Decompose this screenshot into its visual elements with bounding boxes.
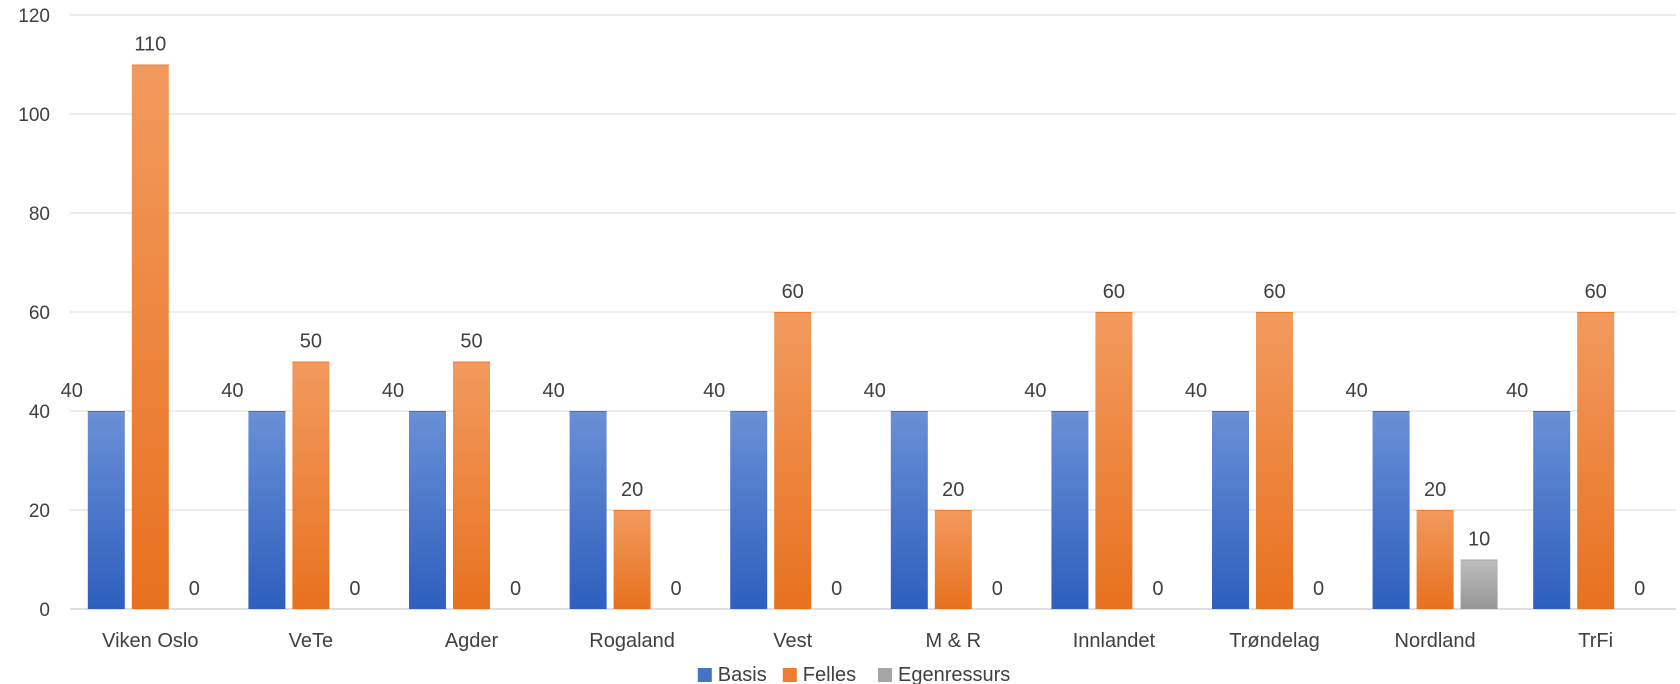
legend: Basis Felles Egenressurs xyxy=(697,664,1010,684)
bar-basis xyxy=(87,411,125,609)
legend-swatch xyxy=(878,668,892,682)
data-label: 0 xyxy=(1313,578,1324,600)
bar-basis xyxy=(569,411,607,609)
x-axis: Viken Oslo VeTe Agder Rogaland Vest M & R Innl… xyxy=(102,630,1613,652)
bar-basis xyxy=(730,411,768,609)
data-label: 40 xyxy=(221,380,243,402)
data-label: 20 xyxy=(1424,479,1446,501)
bar-felles xyxy=(934,510,972,609)
bar-felles xyxy=(1256,312,1293,609)
y-tick-label: 20 xyxy=(29,501,50,522)
x-tick-label: M & R xyxy=(926,630,982,652)
x-tick-label: TrFi xyxy=(1578,630,1613,652)
y-tick-label: 120 xyxy=(18,6,50,27)
bar-felles xyxy=(453,361,490,609)
data-label: 60 xyxy=(1585,281,1607,303)
data-label: 40 xyxy=(1024,380,1046,402)
data-label: 20 xyxy=(942,479,964,501)
data-label: 60 xyxy=(782,281,804,303)
legend-label: Felles xyxy=(803,664,856,684)
data-label: 40 xyxy=(61,380,83,402)
x-tick-label: VeTe xyxy=(289,630,333,652)
y-tick-label: 0 xyxy=(39,600,50,621)
data-label: 10 xyxy=(1468,529,1490,551)
gridlines xyxy=(70,14,1676,610)
bar-basis xyxy=(1372,411,1410,609)
bar-felles xyxy=(292,361,330,609)
legend-swatch xyxy=(697,668,712,682)
y-tick-label: 40 xyxy=(29,402,50,423)
data-label: 0 xyxy=(992,578,1003,600)
data-label: 60 xyxy=(1103,281,1125,303)
bar-felles xyxy=(774,312,812,609)
data-label: 0 xyxy=(1152,578,1163,600)
data-label: 0 xyxy=(349,578,360,600)
bar-basis xyxy=(1051,411,1089,609)
y-tick-label: 80 xyxy=(29,204,50,225)
bar-basis xyxy=(248,411,286,609)
bar-felles xyxy=(131,64,169,609)
bar-basis xyxy=(1533,411,1571,609)
data-label: 0 xyxy=(510,578,521,600)
legend-label: Basis xyxy=(718,664,767,684)
bar-basis xyxy=(890,411,928,609)
data-label: 40 xyxy=(382,380,404,402)
data-label: 0 xyxy=(1634,578,1645,600)
data-label: 40 xyxy=(864,380,886,402)
data-label: 50 xyxy=(460,331,482,353)
data-label: 40 xyxy=(542,380,564,402)
data-label: 110 xyxy=(134,34,166,56)
bar-felles xyxy=(613,510,651,609)
y-axis: 0 20 40 60 80 100 120 xyxy=(18,6,50,621)
x-tick-label: Innlandet xyxy=(1073,630,1156,652)
bar-felles xyxy=(1095,312,1133,609)
data-label: 40 xyxy=(1185,380,1207,402)
x-tick-label: Vest xyxy=(773,630,812,652)
data-label: 40 xyxy=(703,380,725,402)
bars xyxy=(87,64,1615,609)
y-tick-label: 60 xyxy=(29,303,50,324)
data-label: 60 xyxy=(1263,281,1285,303)
data-label: 40 xyxy=(1345,380,1367,402)
x-tick-label: Trøndelag xyxy=(1229,630,1319,652)
data-label: 0 xyxy=(831,578,842,600)
x-tick-label: Rogaland xyxy=(589,630,675,652)
legend-label: Egenressurs xyxy=(898,664,1010,684)
legend-swatch xyxy=(782,668,797,682)
bar-basis xyxy=(1212,411,1249,609)
data-label: 40 xyxy=(1506,380,1528,402)
data-label: 50 xyxy=(300,331,322,353)
bar-felles xyxy=(1577,312,1615,609)
bar-basis xyxy=(409,411,446,609)
y-tick-label: 100 xyxy=(18,105,50,126)
data-labels: 40 110 0 40 50 0 40 50 0 40 20 0 40 60 0 40 20 0 40 60 0 40 60… xyxy=(61,34,1646,601)
bar-egenressurs xyxy=(1460,559,1498,609)
x-tick-label: Agder xyxy=(445,630,499,652)
data-label: 0 xyxy=(671,578,682,600)
data-label: 20 xyxy=(621,479,643,501)
x-tick-label: Viken Oslo xyxy=(102,630,198,652)
data-label: 0 xyxy=(189,578,200,600)
bar-felles xyxy=(1416,510,1454,609)
x-tick-label: Nordland xyxy=(1395,630,1476,652)
